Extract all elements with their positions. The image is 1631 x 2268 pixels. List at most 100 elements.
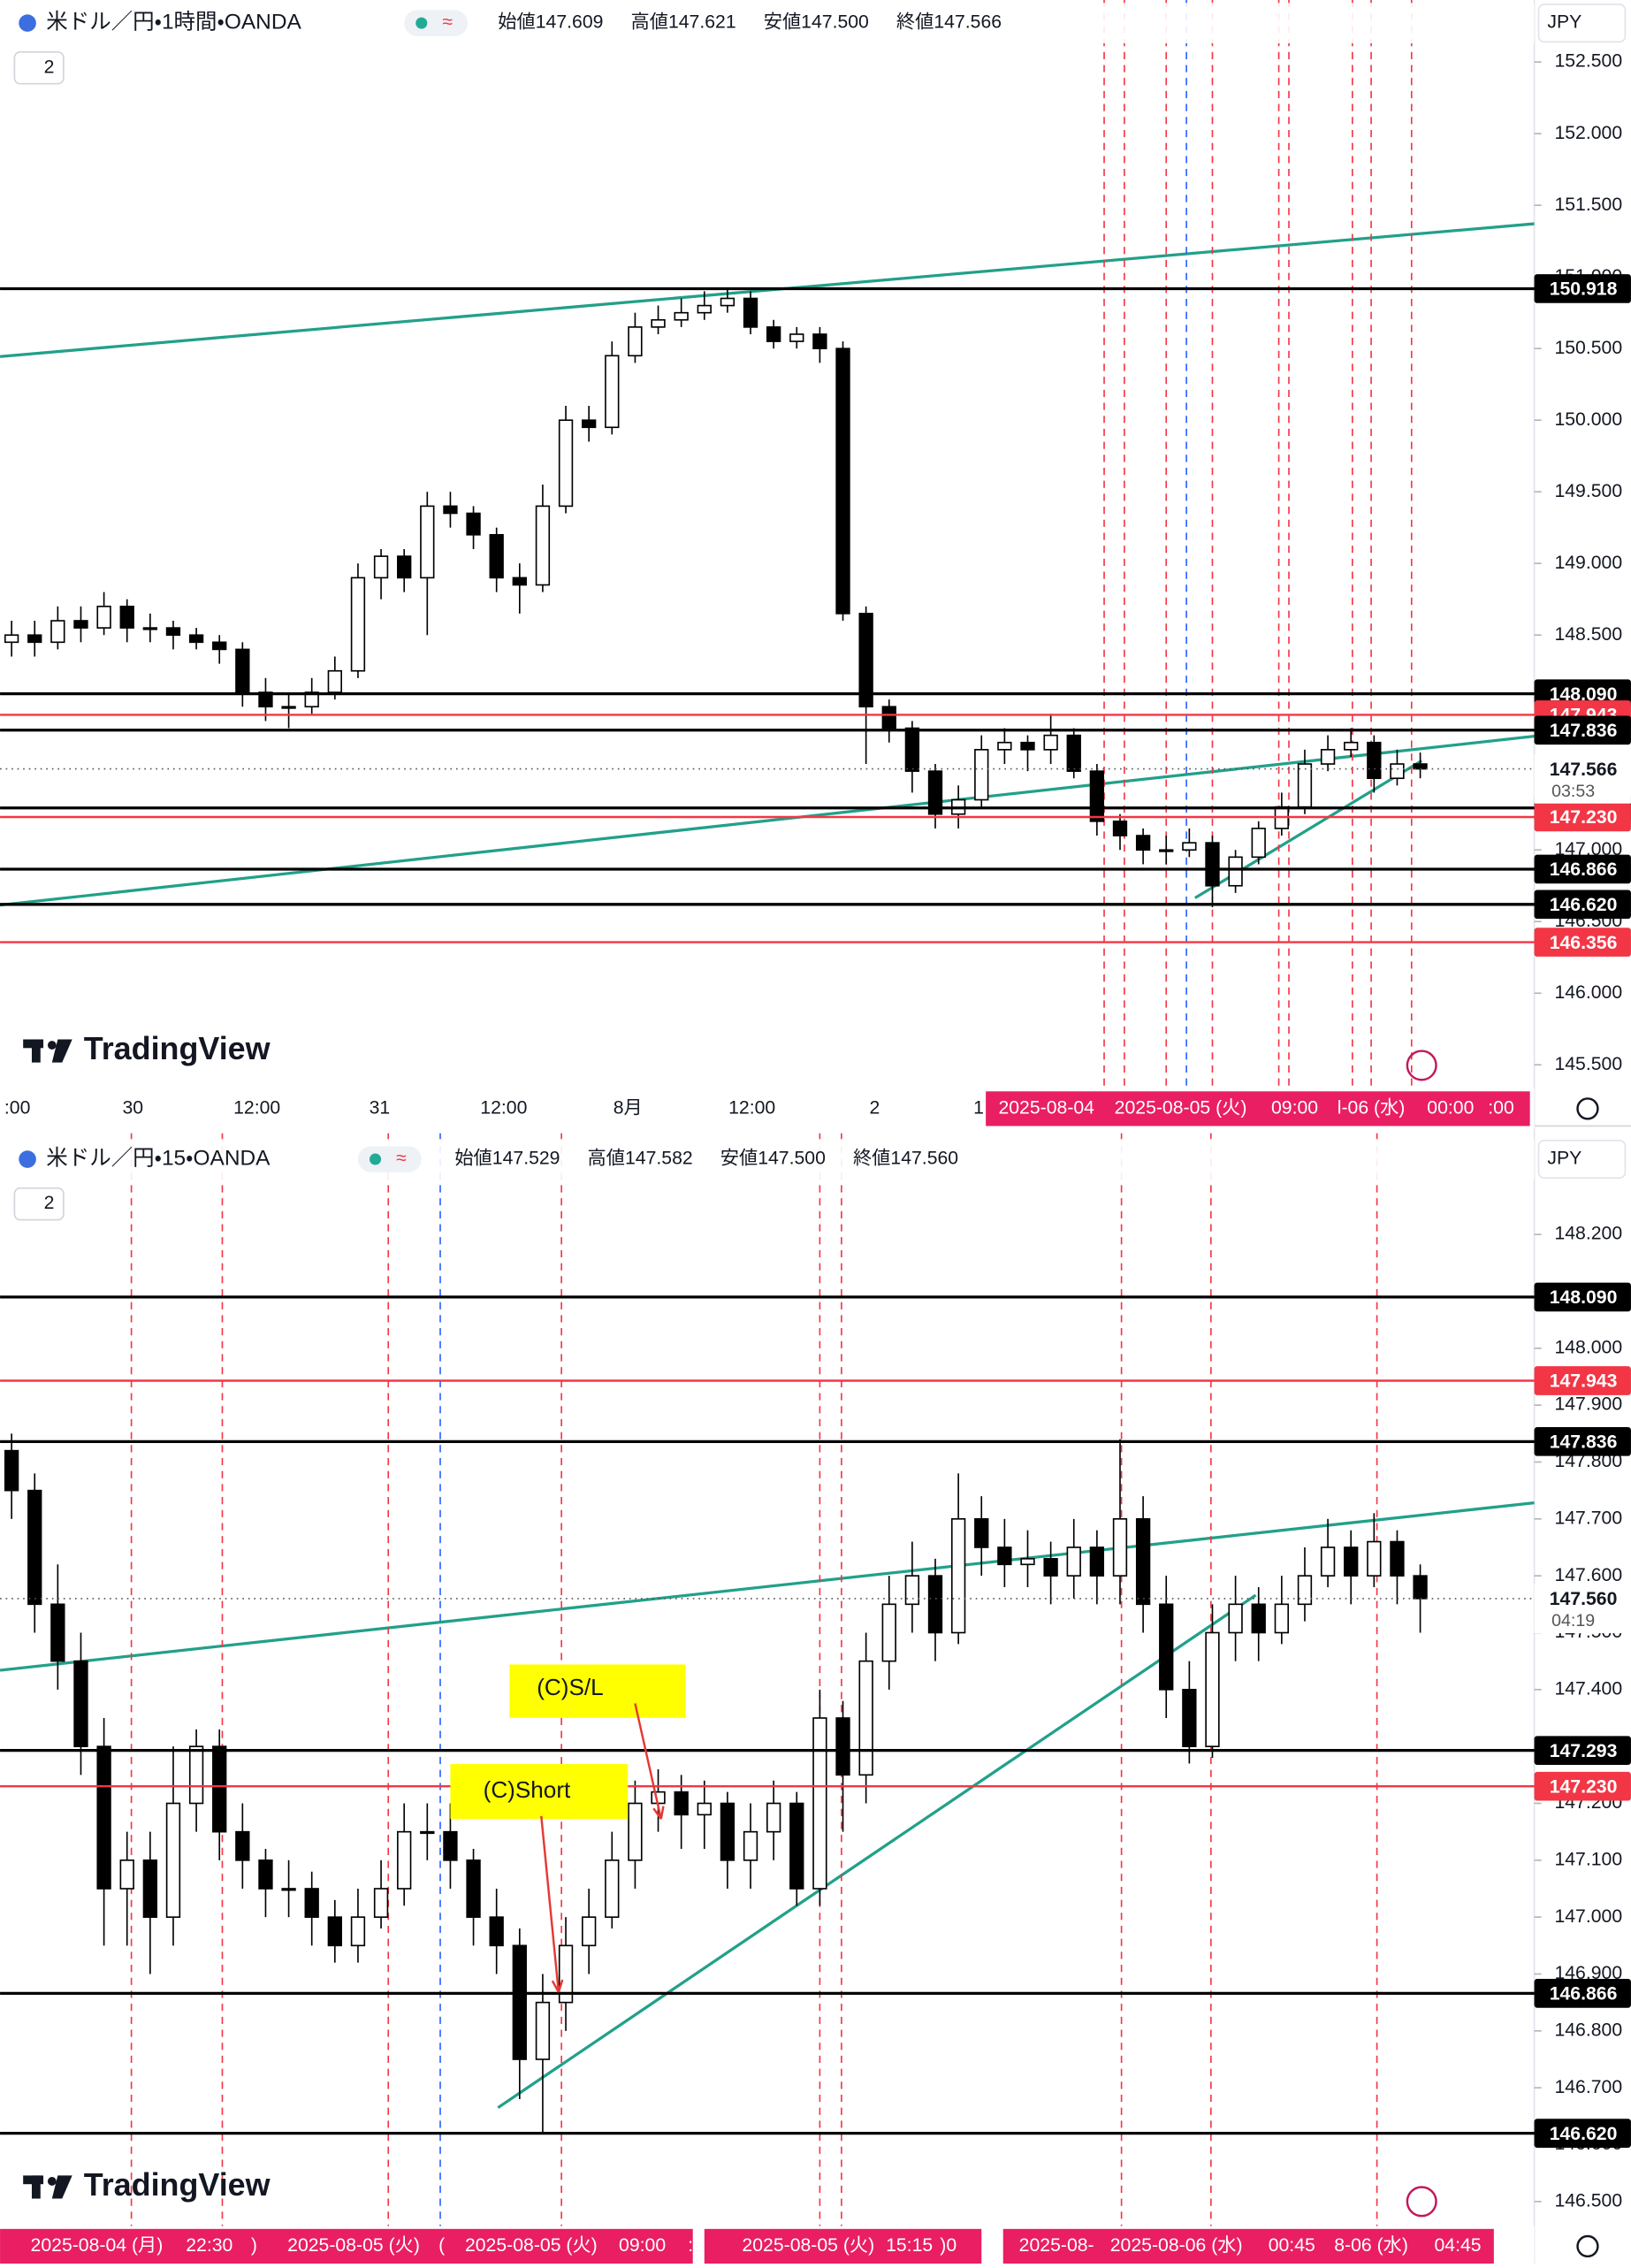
- candle-body: [1205, 1631, 1220, 1747]
- candle-body: [1367, 1540, 1382, 1577]
- x-highlight-label: 2025-08-: [1019, 2235, 1094, 2256]
- candle-body: [927, 770, 943, 815]
- annotation-arrow: [540, 1815, 560, 1993]
- candle-body: [904, 1575, 920, 1606]
- candle-body: [1159, 1603, 1174, 1691]
- price-badge-label: 147.230: [1550, 1776, 1618, 1797]
- price-badge: [1534, 1771, 1631, 1801]
- candle-body: [582, 419, 597, 429]
- ohlc-value: 147.609: [536, 12, 604, 33]
- candle-body: [350, 577, 366, 672]
- candle-body: [628, 1802, 643, 1861]
- candle-body: [466, 1859, 481, 1918]
- candle-body: [651, 318, 666, 328]
- ohlc-value: 147.500: [758, 1149, 826, 1169]
- ohlc-name: 終値: [853, 1148, 890, 1169]
- ohlc-name: 終値: [896, 11, 934, 33]
- candle-body: [881, 1603, 896, 1662]
- header-bg: [0, 1139, 1535, 1180]
- x-tick-label: 2: [870, 1097, 880, 1118]
- candle-body: [974, 1518, 989, 1548]
- price-badge: [1534, 274, 1631, 303]
- price-badge-label: 147.836: [1550, 721, 1618, 741]
- currency-button[interactable]: [1537, 4, 1627, 43]
- annotation-box: [450, 1764, 629, 1820]
- alert-icon[interactable]: [1406, 1050, 1437, 1081]
- price-badge-label: 146.866: [1550, 859, 1618, 880]
- candle-body: [443, 1830, 458, 1861]
- ohlc-value: 147.529: [492, 1149, 560, 1169]
- candle-body: [373, 555, 389, 579]
- candle-body: [4, 1449, 19, 1492]
- candle-body: [350, 1916, 366, 1947]
- candle-body: [1089, 770, 1105, 822]
- legend-count: 2: [44, 1193, 55, 1213]
- y-tick-label: 149.000: [1554, 553, 1622, 573]
- price-badge: [1534, 2119, 1631, 2148]
- y-tick-label: 146.500: [1554, 2190, 1622, 2211]
- legend-toggle[interactable]: [13, 50, 65, 85]
- ohlc-name: 始値: [454, 1148, 492, 1169]
- candle-body: [789, 1802, 804, 1890]
- candle-body: [1390, 763, 1405, 780]
- candle-body: [397, 1830, 412, 1890]
- candle-body: [1367, 741, 1382, 780]
- price-badge: [1534, 715, 1631, 745]
- candle-body: [281, 1888, 296, 1891]
- price-badge-label: 147.230: [1550, 807, 1618, 828]
- x-highlight-label: 22:30: [186, 2235, 232, 2256]
- ohlc-name: 始値: [498, 11, 535, 33]
- alert-icon[interactable]: [1406, 2186, 1437, 2218]
- brand: TradingView: [84, 1030, 271, 1066]
- x-highlight-label: 09:00: [619, 2235, 666, 2256]
- x-highlight-label: 8-06 (水): [1334, 2234, 1408, 2256]
- price-badge-label: 146.356: [1550, 933, 1618, 953]
- candle-body: [212, 641, 227, 651]
- candle-body: [558, 1944, 574, 2004]
- candle-body: [605, 1859, 620, 1918]
- x-highlight-label: )0: [940, 2235, 956, 2256]
- candle-body: [720, 1802, 735, 1861]
- settings-icon[interactable]: [1576, 1097, 1599, 1120]
- candle-body: [1205, 842, 1220, 887]
- candle-body: [235, 648, 250, 693]
- candle-body: [1043, 734, 1058, 751]
- candle-body: [950, 1518, 966, 1634]
- candle-body: [1297, 1575, 1313, 1606]
- trend-line: [0, 222, 1535, 358]
- status-dot: [415, 17, 428, 29]
- y-tick-label: 147.100: [1554, 1849, 1622, 1869]
- candle-body: [720, 297, 735, 307]
- candle-body: [904, 727, 920, 772]
- current-price-label: 147.566: [1550, 760, 1618, 780]
- trend-line: [0, 1501, 1535, 1672]
- price-badge: [1534, 854, 1631, 884]
- candle-body: [812, 1717, 827, 1890]
- status-pill: [404, 10, 469, 36]
- y-tick-label: 147.400: [1554, 1678, 1622, 1699]
- candle-body: [927, 1575, 943, 1634]
- candle-body: [1043, 1558, 1058, 1577]
- legend-count: 2: [44, 57, 55, 77]
- x-tick-label: 12:00: [233, 1097, 280, 1118]
- time-highlight-strip: [986, 1091, 1530, 1126]
- candle-body: [1297, 763, 1313, 808]
- time-highlight-strip: [0, 2228, 693, 2264]
- candle-body: [605, 355, 620, 429]
- candle-body: [142, 1859, 158, 1918]
- x-highlight-label: 2025-08-04 (月): [31, 2235, 164, 2256]
- settings-icon[interactable]: [1576, 2234, 1599, 2258]
- currency-button[interactable]: [1537, 1139, 1627, 1180]
- candle-body: [743, 1830, 758, 1861]
- legend-toggle[interactable]: [13, 1187, 65, 1221]
- candle-body: [535, 505, 551, 586]
- candle-body: [1020, 741, 1035, 751]
- brand-logo: [51, 2175, 72, 2199]
- candle-body: [142, 627, 158, 630]
- price-badge-label: 147.836: [1550, 1432, 1618, 1453]
- candle-body: [327, 669, 342, 693]
- y-tick-label: 152.000: [1554, 123, 1622, 143]
- y-tick-label: 146.700: [1554, 2077, 1622, 2097]
- price-badge-label: 148.090: [1550, 684, 1618, 705]
